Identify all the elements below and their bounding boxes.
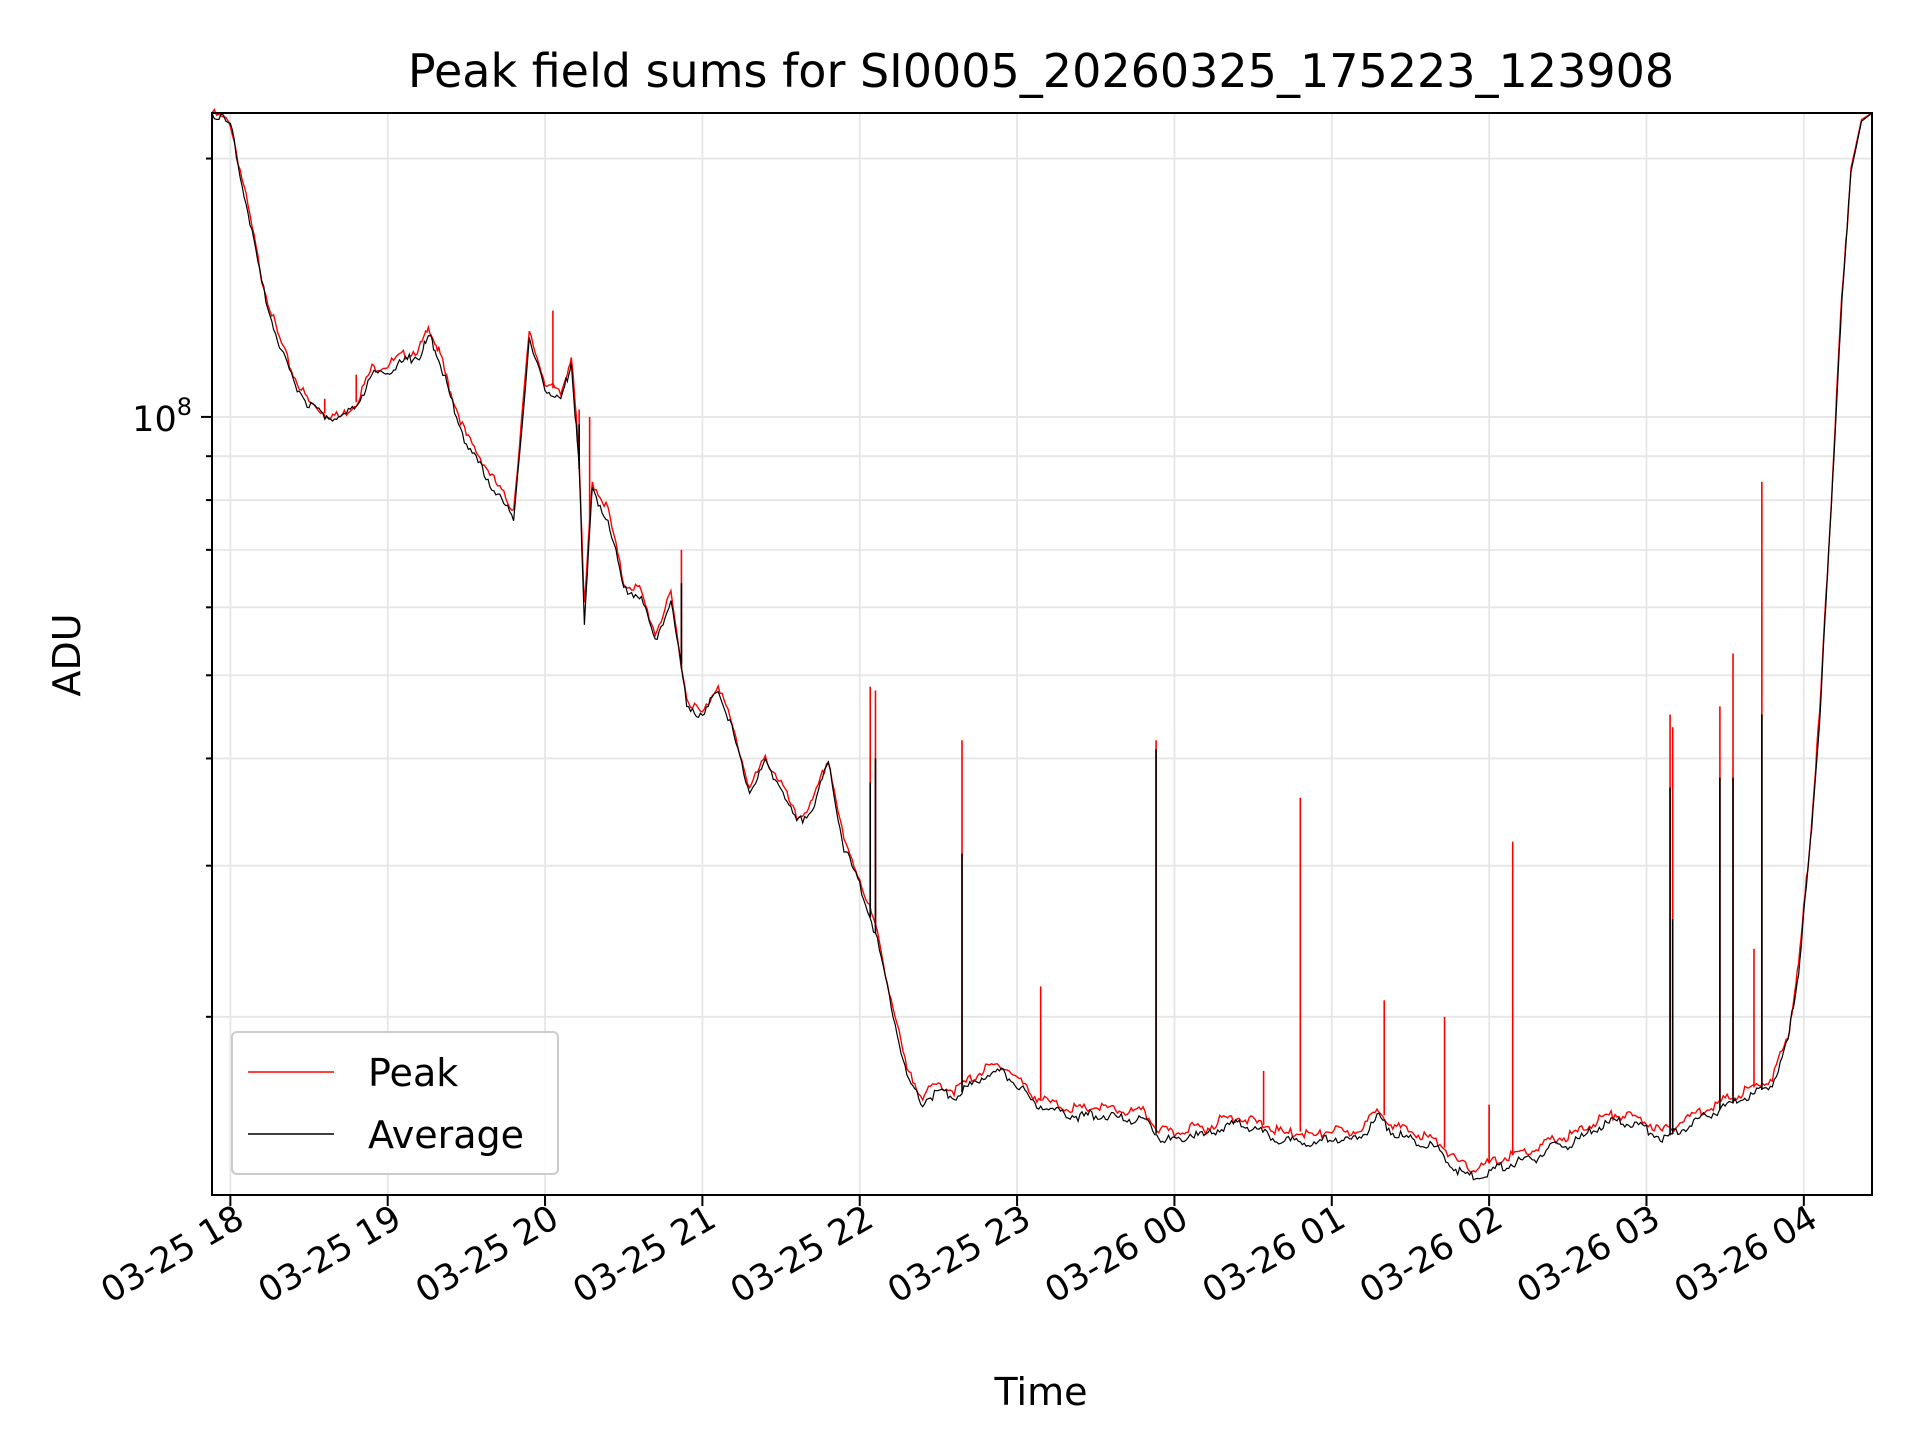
chart-title: Peak field sums for SI0005_20260325_1752… (408, 44, 1674, 98)
series-average (211, 112, 1873, 1181)
x-axis-label: Time (994, 1370, 1088, 1414)
series-layer (211, 107, 1873, 1181)
y-axis-label: ADU (45, 613, 89, 696)
grid (212, 113, 1872, 1195)
plot-frame (211, 112, 1873, 1196)
series-peak (211, 107, 1873, 1174)
y-axis: 108 (132, 157, 212, 1018)
legend-label-peak: Peak (368, 1051, 458, 1095)
legend-box (231, 1031, 559, 1175)
legend: Peak Average (231, 1031, 559, 1175)
y-tick-label: 108 (132, 393, 192, 440)
legend-label-average: Average (368, 1113, 524, 1157)
